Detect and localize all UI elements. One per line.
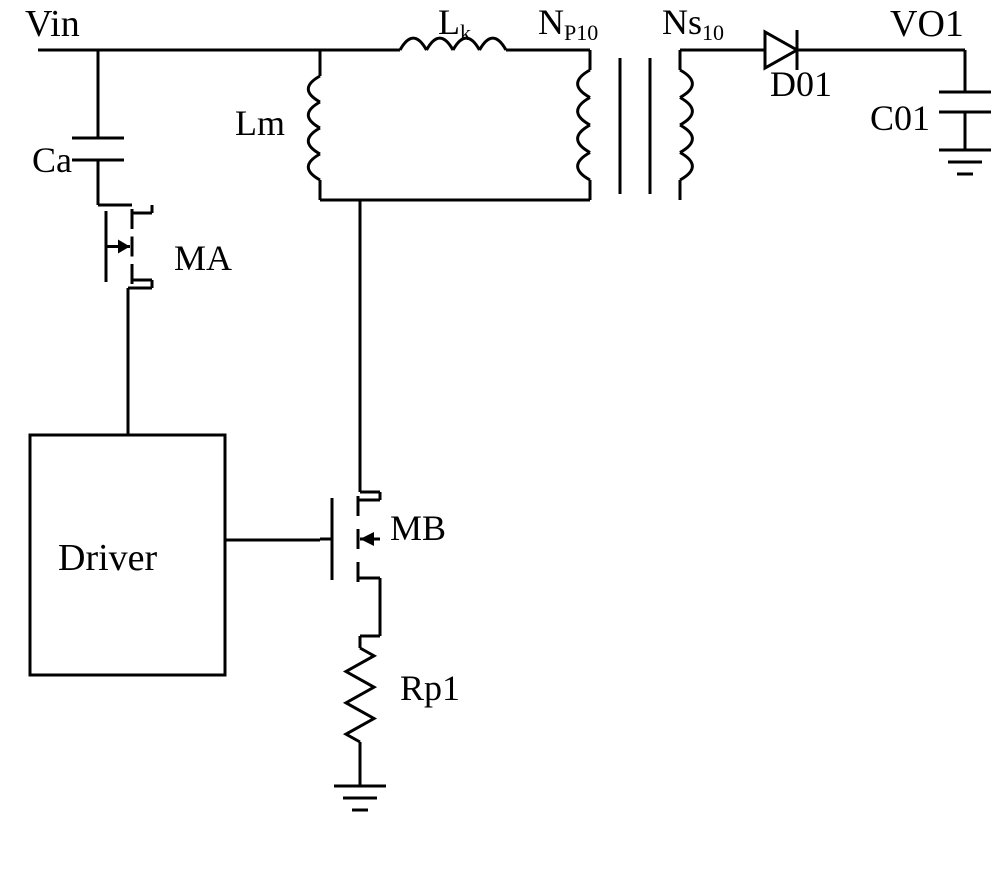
svg-text:Driver: Driver — [58, 537, 158, 579]
svg-text:Rp1: Rp1 — [400, 668, 460, 708]
flyback-active-clamp-schematic: Vin Lk NP10 Ns10 VO1 D01 C01 Ca Lm MA Driver MB Rp1 — [0, 0, 1000, 879]
svg-text:C01: C01 — [870, 98, 930, 138]
svg-text:Ca: Ca — [32, 140, 72, 180]
svg-text:k: k — [460, 20, 471, 45]
svg-text:Ns: Ns — [662, 2, 702, 42]
svg-text:P10: P10 — [564, 20, 598, 45]
svg-text:10: 10 — [702, 20, 724, 45]
svg-text:L: L — [438, 2, 460, 42]
svg-text:N: N — [538, 2, 564, 42]
svg-text:Vin: Vin — [25, 3, 80, 45]
svg-text:VO1: VO1 — [890, 3, 964, 45]
svg-text:MB: MB — [390, 508, 446, 548]
svg-text:Lm: Lm — [235, 103, 285, 143]
svg-text:D01: D01 — [770, 64, 832, 104]
svg-text:MA: MA — [174, 238, 232, 278]
